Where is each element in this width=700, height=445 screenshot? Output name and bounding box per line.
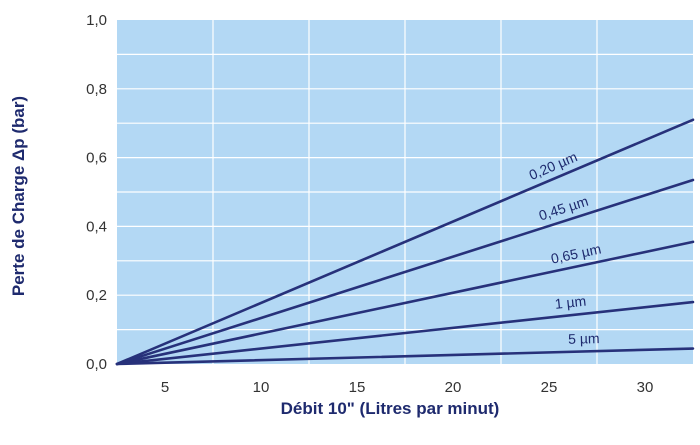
series-line: [115, 240, 695, 366]
y-tick-label: 0,4: [86, 218, 107, 235]
grid: [117, 20, 693, 364]
series-line: [115, 347, 695, 366]
y-tick-label: 0,0: [86, 356, 107, 373]
series-line: [115, 178, 695, 366]
x-tick-label: 30: [637, 379, 654, 396]
series-line: [115, 118, 695, 366]
x-axis-title: Débit 10" (Litres par minut): [281, 399, 500, 418]
axis-ticks: 0,0 0,2 0,4 0,6 0,8 1,0 5 10 15 20 25 30: [86, 12, 653, 396]
x-tick-label: 20: [445, 379, 462, 396]
y-tick-label: 1,0: [86, 12, 107, 29]
y-axis-title: Perte de Charge Δp (bar): [9, 96, 28, 296]
x-tick-label: 10: [253, 379, 270, 396]
x-tick-label: 25: [541, 379, 558, 396]
y-tick-label: 0,6: [86, 150, 107, 167]
series-line: [115, 300, 695, 366]
series-label: 5 µm: [568, 330, 600, 347]
y-tick-label: 0,2: [86, 287, 107, 304]
x-tick-label: 15: [349, 379, 366, 396]
series-label: 1 µm: [554, 293, 587, 312]
y-tick-label: 0,8: [86, 81, 107, 98]
x-tick-label: 5: [161, 379, 169, 396]
series-lines: [115, 118, 695, 366]
